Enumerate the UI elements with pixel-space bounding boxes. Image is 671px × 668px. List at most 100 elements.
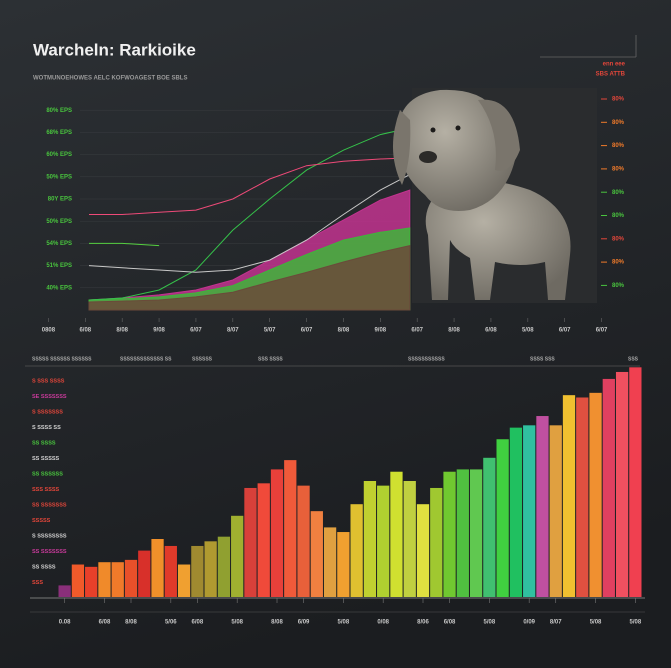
- bar: [456, 469, 469, 597]
- note: SS SSSS: [32, 440, 56, 446]
- bar: [310, 511, 323, 597]
- note: SS SSSSSSS: [32, 502, 67, 508]
- x-tick-label: 8/08: [116, 328, 128, 334]
- note: SS SSSSSS: [32, 471, 63, 477]
- note: SS SSSSSSS: [32, 549, 67, 555]
- bar: [403, 481, 416, 597]
- x-tick-label: 6/08: [79, 328, 91, 334]
- bar: [98, 562, 111, 597]
- note: SE SSSSSSS: [32, 394, 67, 400]
- bar: [177, 564, 191, 597]
- note: SS SSSSS: [32, 456, 60, 462]
- bar: [257, 483, 270, 597]
- dog-eye: [430, 127, 436, 133]
- side-label: 80%: [612, 143, 625, 149]
- x-tick-label: 6/08: [485, 328, 497, 334]
- subtitle: WOTMUNOEHOWES AELC KOFWOAGEST BOE SBLS: [33, 76, 187, 82]
- x-tick-label: 6/07: [559, 328, 571, 334]
- bar: [297, 485, 310, 597]
- x-tick-label: 0/09: [523, 620, 535, 626]
- bar: [509, 427, 523, 597]
- side-label: 80%: [612, 213, 625, 219]
- x-tick-label: 6/08: [444, 620, 456, 626]
- side-label: 80%: [612, 283, 625, 289]
- x-tick-label: 8/07: [227, 328, 239, 334]
- x-tick-label: 8/08: [125, 620, 137, 626]
- x-tick-label: 6/09: [298, 620, 310, 626]
- dog-ear: [392, 110, 411, 185]
- side-label: 80%: [612, 166, 625, 172]
- bar: [350, 504, 363, 597]
- bar: [416, 504, 430, 597]
- title: Warcheln: Rarkioike: [33, 40, 196, 59]
- bar: [124, 559, 138, 597]
- bar: [483, 457, 496, 597]
- box-text: enn eee: [603, 62, 626, 68]
- y-tick-label: 68% EPS: [46, 130, 72, 136]
- bar: [85, 566, 98, 597]
- x-tick-label: 8/06: [417, 620, 429, 626]
- bar-chart: 0.08 6/08 8/08 5/06 6/08 5/08 8/08 6/09 5/08 0/08…: [32, 356, 642, 625]
- x-tick-label: 8/07: [550, 620, 562, 626]
- column-header: SSSSSS: [192, 356, 213, 362]
- bar: [191, 545, 204, 597]
- bar: [443, 471, 456, 597]
- bar: [629, 367, 642, 597]
- dog-nose: [419, 151, 437, 163]
- bar: [71, 564, 85, 597]
- bar: [549, 425, 562, 597]
- bar: [536, 416, 549, 597]
- bar: [284, 460, 297, 597]
- x-tick-label: 0/08: [377, 620, 389, 626]
- bar: [270, 469, 284, 597]
- bar: [204, 541, 217, 597]
- line: [88, 174, 411, 273]
- bar: [111, 562, 124, 597]
- note: S SSS SSSS: [32, 378, 65, 384]
- y-tick-label: 50% EPS: [46, 174, 72, 180]
- x-tick-label: 5/08: [338, 620, 350, 626]
- x-tick-label: 6/07: [190, 328, 202, 334]
- bar: [602, 378, 615, 597]
- dog-head: [397, 89, 516, 211]
- bar: [217, 536, 231, 597]
- note: S SSSSSSS: [32, 409, 63, 415]
- x-tick-label: 9/08: [374, 328, 386, 334]
- side-label: 80%: [612, 260, 625, 266]
- bar: [430, 487, 443, 597]
- side-label: 80%: [612, 190, 625, 196]
- x-tick-label: 5/06: [165, 620, 177, 626]
- x-tick-label: 6/07: [301, 328, 313, 334]
- x-tick-label: 6/08: [99, 620, 111, 626]
- side-label: 80%: [612, 97, 625, 103]
- bar: [58, 585, 71, 597]
- x-tick-label: 9/08: [153, 328, 165, 334]
- column-header: SSSSSSSSSSSSS SS: [120, 356, 172, 362]
- x-tick-label: 5/08: [522, 328, 534, 334]
- y-tick-label: 50% EPS: [46, 219, 72, 225]
- x-tick-label: 8/08: [448, 328, 460, 334]
- y-tick-label: 51% EPS: [46, 263, 72, 269]
- note: S SSSSSSSS: [32, 533, 67, 539]
- line: [88, 127, 410, 301]
- y-tick-label: 60% EPS: [46, 152, 72, 158]
- bar: [323, 527, 337, 597]
- note: SSS: [32, 580, 43, 586]
- bar: [151, 539, 164, 597]
- note: S SSSS SS: [32, 425, 61, 431]
- area: [88, 244, 411, 311]
- bar: [589, 392, 602, 597]
- column-header: SSS SSSS: [258, 356, 283, 362]
- bar: [576, 397, 589, 597]
- dog-ear: [478, 99, 520, 171]
- bar: [469, 469, 483, 597]
- x-tick-label: 6/07: [596, 328, 608, 334]
- bar: [377, 485, 390, 597]
- line: [89, 242, 160, 247]
- note: SS SSSS: [32, 564, 56, 570]
- y-tick-label: 80% EPS: [46, 108, 72, 114]
- x-tick-label: 5/08: [590, 620, 602, 626]
- bar: [562, 395, 576, 597]
- y-tick-label: 40% EPS: [46, 285, 72, 291]
